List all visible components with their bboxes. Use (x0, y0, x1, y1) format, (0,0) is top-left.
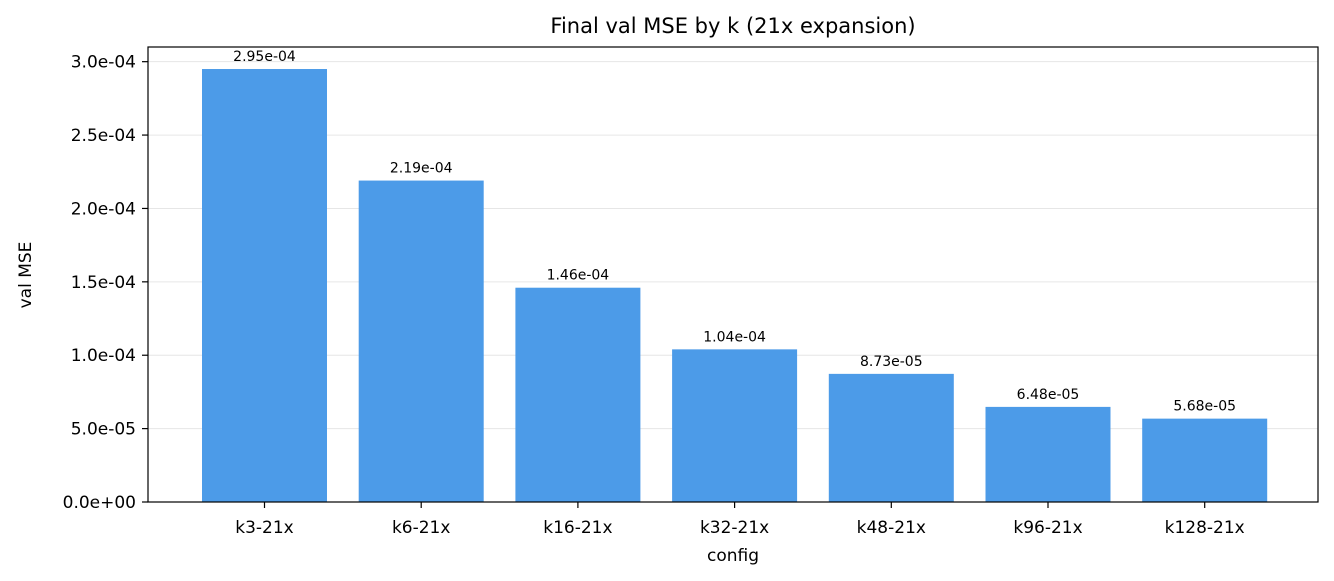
bar-value-label: 2.95e-04 (233, 49, 296, 65)
y-tick-label: 5.0e-05 (71, 420, 136, 440)
y-tick-label: 1.5e-04 (71, 273, 136, 293)
x-tick-label: k6-21x (392, 518, 451, 538)
x-tick-label: k96-21x (1013, 518, 1082, 538)
bar-k96-21x (985, 406, 1111, 502)
y-tick-label: 2.5e-04 (71, 126, 136, 146)
bar-value-label: 2.19e-04 (390, 161, 453, 177)
y-tick-label: 3.0e-04 (71, 53, 136, 73)
x-axis-title: config (707, 546, 759, 566)
gridlines (148, 61, 1318, 430)
bar-k48-21x (828, 373, 954, 502)
x-tick-label: k48-21x (857, 518, 926, 538)
x-tick-label: k3-21x (235, 518, 294, 538)
bar-value-label: 1.04e-04 (703, 329, 766, 345)
bar-k32-21x (672, 349, 798, 502)
y-tick-label: 1.0e-04 (71, 346, 136, 366)
x-tick-label: k16-21x (543, 518, 612, 538)
x-tick-label: k128-21x (1165, 518, 1245, 538)
chart-title: Final val MSE by k (21x expansion) (550, 14, 915, 38)
y-axis-ticks: 0.0e+00 5.0e-05 1.0e-04 1.5e-04 2.0e-04 2.5e-… (63, 53, 148, 513)
y-tick-label: 2.0e-04 (71, 199, 136, 219)
bar-value-label: 1.46e-04 (547, 268, 610, 284)
x-tick-label: k32-21x (700, 518, 769, 538)
y-tick-label: 0.0e+00 (63, 493, 136, 513)
bar-k3-21x (202, 69, 327, 503)
y-axis-title: val MSE (16, 242, 36, 309)
x-axis-ticks: k3-21x k6-21x k16-21x k32-21x k48-21x k96-21x… (235, 502, 1245, 538)
bars (202, 69, 1268, 503)
axes (147, 46, 1319, 503)
bar-value-label: 5.68e-05 (1173, 399, 1236, 415)
bar-k16-21x (515, 287, 641, 502)
data-labels: 2.95e-04 2.19e-04 1.46e-04 1.04e-04 8.73e-05… (233, 49, 1236, 415)
plot-frame (147, 46, 1319, 503)
bar-value-label: 8.73e-05 (860, 354, 923, 370)
bar-k128-21x (1142, 418, 1268, 502)
bar-k6-21x (358, 180, 484, 502)
bar-value-label: 6.48e-05 (1017, 387, 1080, 403)
